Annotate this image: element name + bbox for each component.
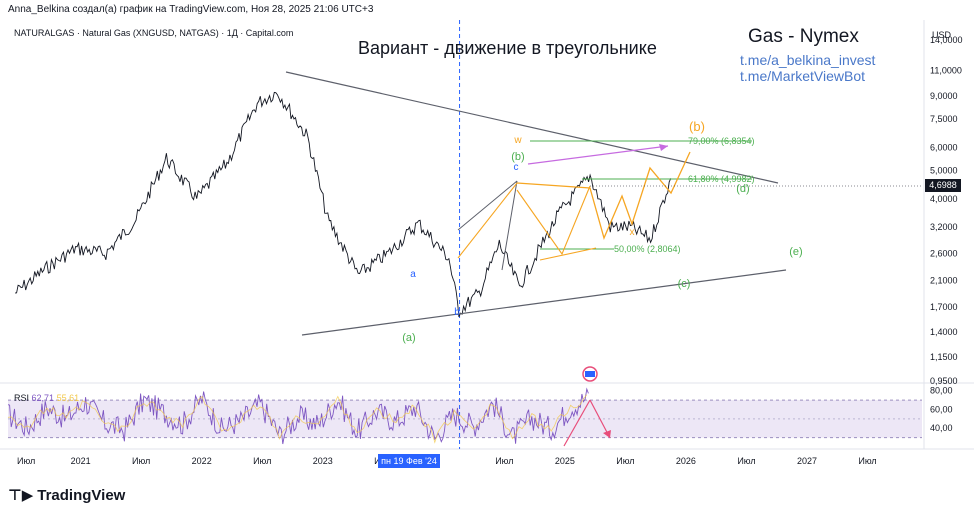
fib-level-label: 50,00% (2,8064): [614, 244, 681, 254]
current-price-badge: 4,6988: [925, 179, 961, 192]
sub-wave-label-1: b: [454, 307, 460, 318]
wave-label-2: (c): [678, 278, 691, 290]
price-tick-label: 2,1000: [930, 275, 958, 285]
time-axis-label: Июл: [17, 456, 35, 466]
price-tick-label: 2,6000: [930, 248, 958, 258]
wave-label-4: (e): [789, 246, 802, 258]
rsi-value-2: 55,61: [56, 393, 80, 403]
projection-arrow: [527, 145, 669, 165]
time-axis-label: Июл: [132, 456, 150, 466]
time-axis-label: Июл: [737, 456, 755, 466]
price-tick-label: 3,2000: [930, 222, 958, 232]
tradingview-logo[interactable]: ⊤▶ TradingView: [8, 486, 125, 504]
price-tick-label: 6,0000: [930, 142, 958, 152]
fib-level-label: 79,00% (6,8354): [688, 136, 755, 146]
time-axis-label: 2021: [71, 456, 91, 466]
rsi-series-line: [7, 387, 589, 445]
time-axis-label: 2026: [676, 456, 696, 466]
time-axis-label: Июл: [495, 456, 513, 466]
price-tick-label: 4,0000: [930, 194, 958, 204]
rsi-arrow: [563, 399, 591, 447]
wave-label-0: (a): [402, 332, 415, 344]
price-tick-label: 7,5000: [930, 114, 958, 124]
sub-wave-label-3: w: [513, 135, 522, 146]
rsi-name: RSI: [14, 393, 30, 403]
price-tick-label: 1,7000: [930, 302, 958, 312]
brand-name: TradingView: [37, 486, 126, 504]
time-axis-label: Июл: [858, 456, 876, 466]
wave-projection-path: [516, 151, 691, 240]
wave-label-5: (b): [689, 119, 705, 134]
sub-wave-line: [457, 180, 518, 231]
event-flag-inner: [585, 371, 595, 377]
price-series-line: [15, 91, 672, 318]
wave-channel-line: [539, 247, 597, 261]
price-tick-label: 5,0000: [930, 166, 958, 176]
arrow-head-icon: [603, 430, 611, 438]
time-axis-label: 2023: [313, 456, 333, 466]
triangle-upper-trendline: [285, 71, 779, 184]
symbol-line[interactable]: NATURALGAS · Natural Gas (XNGUSD, NATGAS…: [14, 28, 294, 38]
price-tick-label: 14,0000: [930, 35, 963, 45]
sub-wave-label-4: x: [630, 227, 635, 238]
time-axis-label: Июл: [616, 456, 634, 466]
author-line: Anna_Belkina создал(а) график на Trading…: [8, 4, 374, 15]
fib-level-label: 61,80% (4,9982): [688, 174, 755, 184]
time-axis-label: 2027: [797, 456, 817, 466]
time-axis-label: 2025: [555, 456, 575, 466]
sub-wave-label-0: a: [410, 269, 416, 280]
triangle-lower-trendline: [301, 269, 787, 336]
sub-wave-label-2: c: [514, 162, 519, 173]
rsi-tick-label: 80,00: [930, 386, 953, 396]
currency-label[interactable]: USD: [932, 30, 952, 40]
instrument-label: Gas - Nymex: [748, 26, 859, 47]
telegram-link-2[interactable]: t.me/MarketViewBot: [740, 68, 866, 84]
price-tick-label: 9,0000: [930, 91, 958, 101]
chart-annotation-title: Вариант - движение в треугольнике: [358, 38, 657, 58]
crosshair-date-badge: пн 19 Фев '24: [378, 454, 440, 468]
sub-wave-line: [501, 180, 518, 271]
rsi-tick-label: 40,00: [930, 423, 953, 433]
price-tick-label: 11,0000: [930, 66, 962, 76]
wave-label-1: (b): [511, 151, 524, 163]
telegram-links: t.me/a_belkina_invest t.me/MarketViewBot: [740, 52, 875, 84]
price-tick-label: 1,1500: [930, 352, 958, 362]
price-tick-label: 1,4000: [930, 327, 958, 337]
tradingview-mark-icon: ⊤▶: [8, 486, 34, 504]
arrow-head-icon: [659, 144, 668, 151]
wave-label-3: (d): [736, 183, 749, 195]
rsi-tick-label: 60,00: [930, 404, 953, 414]
rsi-legend[interactable]: RSI 62,71 55,61: [14, 393, 79, 403]
time-axis-label: 2022: [192, 456, 212, 466]
wave-projection-path: [457, 182, 518, 259]
rsi-ma-line: [7, 394, 588, 444]
time-axis-label: Июл: [253, 456, 271, 466]
rsi-value: 62,71: [31, 393, 55, 403]
telegram-link-1[interactable]: t.me/a_belkina_invest: [740, 52, 876, 68]
price-tick-label: 0,9500: [930, 376, 958, 386]
wave-projection-path: [516, 185, 591, 256]
